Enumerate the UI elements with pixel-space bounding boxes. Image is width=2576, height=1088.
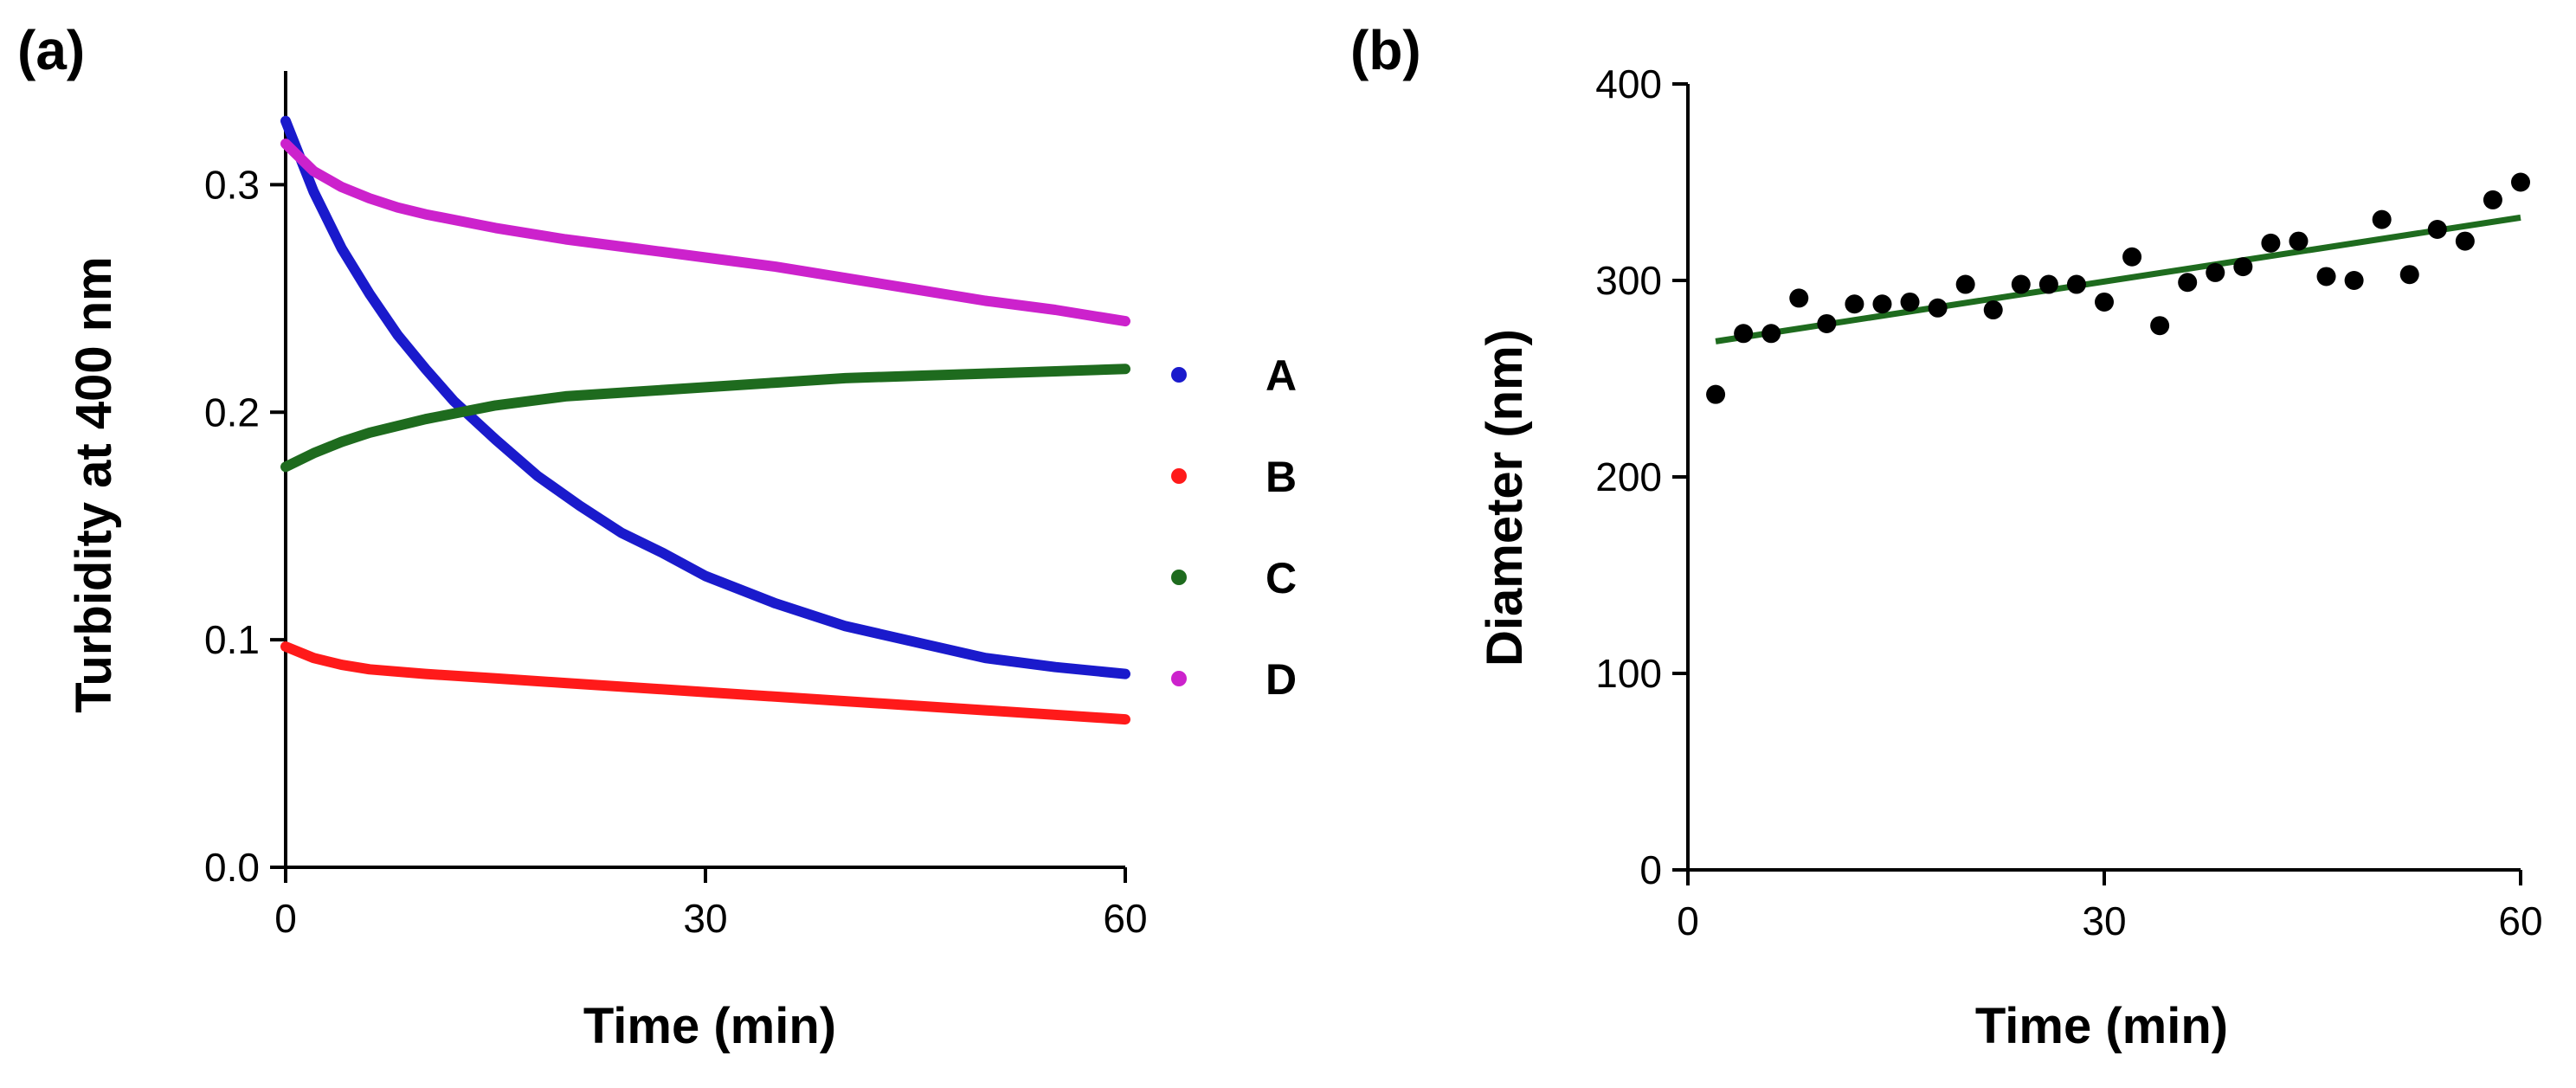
panel-b-y-tick-label: 200 bbox=[1595, 454, 1662, 499]
panel-b-y-axis-title: Diameter (nm) bbox=[1477, 329, 1533, 666]
panel-b-y-tick-label: 100 bbox=[1595, 651, 1662, 696]
legend-marker-c bbox=[1171, 570, 1187, 585]
scatter-point bbox=[2150, 316, 2170, 336]
panel-a-y-axis-title: Turbidity at 400 nm bbox=[66, 256, 122, 712]
scatter-point bbox=[1734, 324, 1754, 344]
scatter-point bbox=[2427, 219, 2447, 239]
scatter-point bbox=[2289, 231, 2309, 251]
legend-marker-a bbox=[1171, 367, 1187, 383]
scatter-point bbox=[2038, 274, 2058, 294]
series-line-d bbox=[280, 138, 1130, 327]
scatter-point bbox=[1817, 313, 1837, 333]
scatter-point bbox=[2483, 190, 2502, 209]
panel-a-x-tick-label: 30 bbox=[683, 896, 727, 941]
series-line-a bbox=[280, 115, 1130, 679]
scatter-point bbox=[2233, 257, 2253, 277]
series-line-c bbox=[280, 364, 1130, 473]
scatter-point bbox=[2178, 273, 2198, 293]
series-line-b bbox=[280, 641, 1130, 725]
panel-b-y-tick-label: 400 bbox=[1595, 61, 1662, 106]
panel-a-chart: (a) 0.0 0.1 0.2 0.3 0 30 60 A B C D Time (min) Tu… bbox=[17, 19, 1297, 1054]
scatter-point bbox=[2399, 265, 2419, 285]
panel-b-x-tick-label: 0 bbox=[1677, 898, 1699, 943]
scatter-point bbox=[1928, 298, 1948, 318]
panel-a-label: (a) bbox=[17, 19, 85, 81]
legend-label-d: D bbox=[1265, 655, 1297, 704]
panel-a-x-axis-title: Time (min) bbox=[583, 998, 836, 1054]
panel-a-y-tick-label: 0.3 bbox=[204, 162, 260, 207]
scatter-point bbox=[1845, 294, 1864, 314]
scatter-point bbox=[2066, 274, 2086, 294]
scatter-point bbox=[1900, 292, 1920, 312]
scatter-point bbox=[2122, 247, 2142, 267]
panel-b-y-tick-label: 0 bbox=[1639, 847, 1662, 892]
panel-a-x-tick-label: 60 bbox=[1103, 896, 1147, 941]
panel-b-y-tick-label: 300 bbox=[1595, 258, 1662, 303]
scatter-point bbox=[2316, 267, 2336, 286]
panel-a-x-tick-label: 0 bbox=[274, 896, 297, 941]
panel-b-x-tick-label: 30 bbox=[2082, 898, 2126, 943]
scatter-point bbox=[1955, 274, 1975, 294]
scatter-point bbox=[2344, 271, 2364, 290]
panel-a-series bbox=[280, 115, 1130, 725]
scatter-point bbox=[1872, 294, 1892, 314]
legend-marker-b bbox=[1171, 468, 1187, 484]
legend-marker-d bbox=[1171, 671, 1187, 686]
panel-b-axes: 0 100 200 300 400 0 30 60 bbox=[1595, 61, 2542, 943]
legend-label-a: A bbox=[1265, 351, 1297, 400]
scatter-point bbox=[2206, 262, 2225, 282]
scatter-point bbox=[2372, 209, 2392, 229]
scatter-point bbox=[1706, 384, 1726, 404]
scatter-point bbox=[2511, 172, 2530, 192]
panel-b-label: (b) bbox=[1350, 19, 1421, 81]
panel-a-axes: 0.0 0.1 0.2 0.3 0 30 60 bbox=[204, 71, 1148, 941]
panel-b-x-tick-label: 60 bbox=[2498, 898, 2542, 943]
panel-a-legend: A B C D bbox=[1171, 351, 1297, 704]
panel-b-x-axis-title: Time (min) bbox=[1975, 998, 2228, 1054]
panel-a-y-tick-label: 0.2 bbox=[204, 389, 260, 435]
scatter-point bbox=[1789, 288, 1809, 308]
panel-a-y-tick-label: 0.0 bbox=[204, 845, 260, 890]
scatter-point bbox=[2261, 233, 2281, 253]
scatter-point bbox=[2011, 274, 2031, 294]
fit-line bbox=[1715, 214, 2521, 344]
scatter-point bbox=[1983, 300, 2003, 320]
panel-b-chart: (b) 0 100 200 300 400 0 30 60 Time (min) Diamet… bbox=[1350, 19, 2543, 1054]
scatter-point bbox=[2455, 231, 2475, 251]
legend-label-c: C bbox=[1265, 554, 1297, 602]
scatter-point bbox=[1761, 324, 1781, 344]
legend-label-b: B bbox=[1265, 453, 1297, 501]
panel-a-y-tick-label: 0.1 bbox=[204, 617, 260, 662]
scatter-point bbox=[2095, 292, 2114, 312]
panel-b-marks bbox=[1706, 172, 2530, 404]
